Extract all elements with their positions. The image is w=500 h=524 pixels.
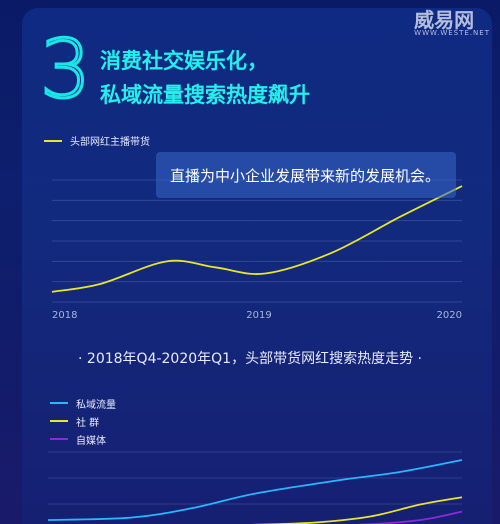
bottom-chart-legend: 私域流量 社 群 自媒体 <box>50 394 116 448</box>
legend-swatch-yellow <box>44 139 62 142</box>
headline: 消费社交娱乐化， 私域流量搜索热度飙升 <box>100 44 310 112</box>
legend-label: 头部网红主播带货 <box>70 137 150 148</box>
legend-swatch-yellow <box>50 420 68 422</box>
legend-label: 社 群 <box>76 417 100 429</box>
watermark-url: WWW.WESTE.NET <box>414 29 490 37</box>
bottom-chart-title: · 2018年Q4-2020年Q1，头部带货网红搜索热度走势 · <box>78 351 422 367</box>
chart-callout: 直播为中小企业发展带来新的发展机会。 <box>156 152 456 198</box>
series-line-community <box>250 496 463 524</box>
brand-watermark: 威易网 WWW.WESTE.NET <box>414 4 490 37</box>
content-card <box>22 8 492 524</box>
series-line-self-media <box>355 510 463 524</box>
legend-item: 私域流量 <box>50 394 116 412</box>
headline-line-1: 消费社交娱乐化， <box>100 49 268 73</box>
series-line-live-commerce <box>51 185 463 293</box>
x-tick-label: 2018 <box>52 310 77 321</box>
x-tick-label: 2020 <box>437 310 462 321</box>
legend-item: 社 群 <box>50 412 116 430</box>
series-line-private-traffic <box>47 459 463 521</box>
top-chart-legend: 头部网红主播带货 <box>44 133 150 148</box>
headline-line-2: 私域流量搜索热度飙升 <box>100 83 310 107</box>
watermark-brand: 威易网 <box>414 8 475 32</box>
legend-item: 自媒体 <box>50 430 116 448</box>
legend-swatch-blue <box>50 402 68 404</box>
legend-label: 自媒体 <box>76 435 106 447</box>
legend-swatch-purple <box>50 438 68 440</box>
legend-label: 私域流量 <box>76 399 116 411</box>
section-number: 3 <box>39 23 93 116</box>
x-tick-label: 2019 <box>246 310 271 321</box>
